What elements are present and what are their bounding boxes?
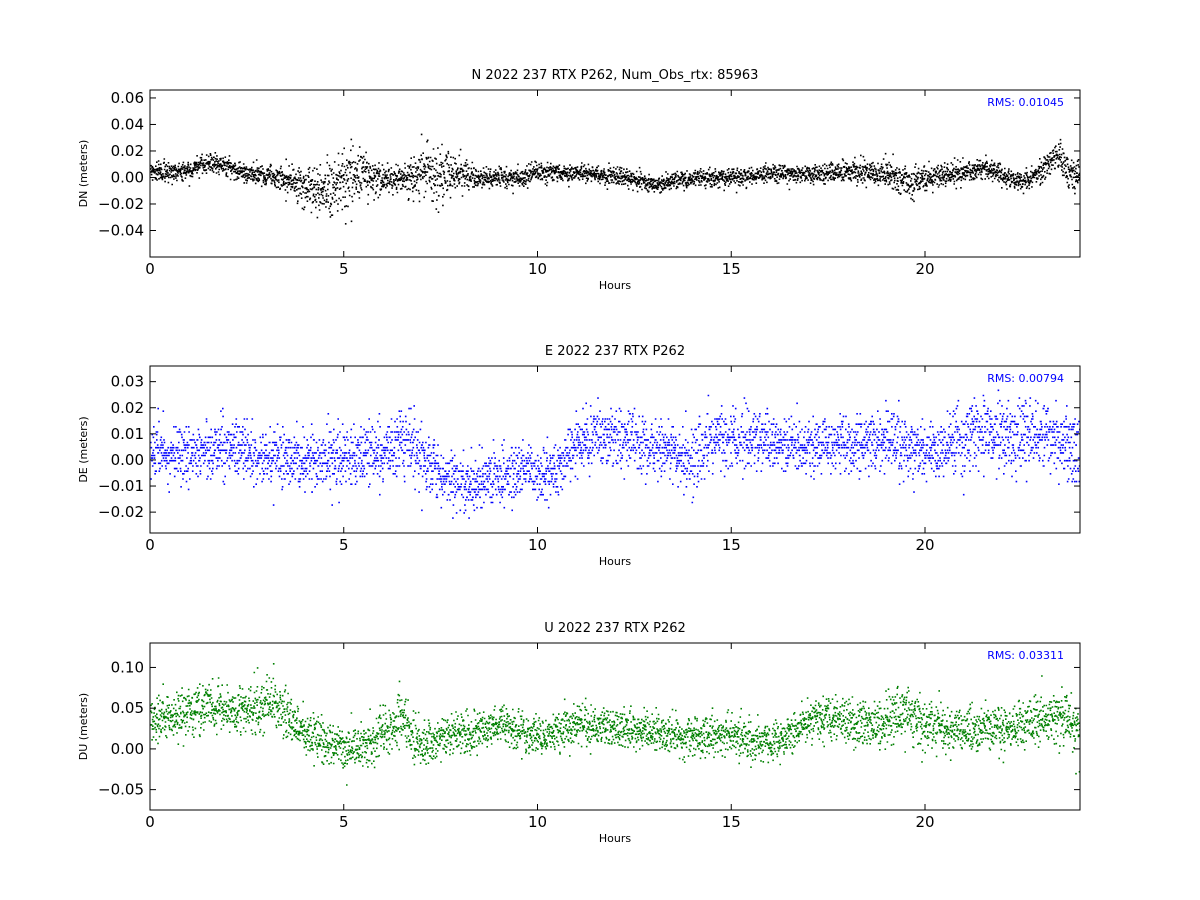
u-xtick-label-1: 5: [339, 813, 349, 831]
e-panel: E 2022 237 RTX P262 0 5 10 15 20 −0.02 −0.01 0.0…: [77, 344, 1081, 568]
n-xtick-label-3: 15: [722, 260, 741, 278]
u-xtick-label-3: 15: [722, 813, 741, 831]
e-x-axis-label: Hours: [599, 555, 631, 568]
e-ytick-label-2: 0.00: [111, 451, 144, 469]
e-ytick-label-5: 0.03: [111, 373, 144, 391]
n-x-axis-label: Hours: [599, 279, 631, 292]
u-ytick-label-1: 0.00: [111, 740, 144, 758]
n-series-cloud: [150, 133, 1080, 225]
n-ytick-label-0: −0.04: [98, 221, 144, 239]
u-chart-title: U 2022 237 RTX P262: [544, 621, 686, 636]
u-xtick-label-4: 20: [915, 813, 934, 831]
e-xtick-label-2: 10: [528, 536, 547, 554]
n-axes-frame: [149, 89, 1081, 258]
u-rms-annotation: RMS: 0.03311: [987, 649, 1064, 662]
e-xtick-label-3: 15: [722, 536, 741, 554]
e-xtick-label-0: 0: [145, 536, 155, 554]
n-xtick-label-0: 0: [145, 260, 155, 278]
n-xtick-label-4: 20: [915, 260, 934, 278]
e-xtick-label-4: 20: [915, 536, 934, 554]
n-ytick-label-3: 0.02: [111, 142, 144, 160]
n-xtick-label-2: 10: [528, 260, 547, 278]
e-ytick-label-4: 0.02: [111, 399, 144, 417]
n-series-points: [150, 133, 1080, 225]
n-ytick-label-5: 0.06: [111, 89, 144, 107]
e-rms-annotation: RMS: 0.00794: [987, 372, 1064, 385]
u-xtick-label-0: 0: [145, 813, 155, 831]
u-ytick-label-3: 0.10: [111, 658, 144, 676]
n-chart-title: N 2022 237 RTX P262, Num_Obs_rtx: 85963: [472, 68, 759, 83]
u-axes-frame: [149, 642, 1081, 811]
u-ytick-label-2: 0.05: [111, 699, 144, 717]
n-ytick-label-4: 0.04: [111, 115, 144, 133]
e-xtick-label-1: 5: [339, 536, 349, 554]
n-panel: N 2022 237 RTX P262, Num_Obs_rtx: 85963 0…: [77, 68, 1081, 292]
e-ytick-label-3: 0.01: [111, 425, 144, 443]
n-y-axis-label: DN (meters): [77, 140, 90, 208]
e-ytick-label-1: −0.01: [98, 477, 144, 495]
e-axes-frame: [149, 365, 1081, 534]
e-ytick-label-0: −0.02: [98, 503, 144, 521]
n-ytick-label-1: −0.02: [98, 195, 144, 213]
u-x-axis-label: Hours: [599, 832, 631, 845]
u-xtick-label-2: 10: [528, 813, 547, 831]
n-ytick-label-2: 0.00: [111, 168, 144, 186]
n-rms-annotation: RMS: 0.01045: [987, 96, 1064, 109]
e-y-axis-label: DE (meters): [77, 416, 90, 482]
panels: N 2022 237 RTX P262, Num_Obs_rtx: 85963 0…: [77, 68, 1081, 845]
u-panel: U 2022 237 RTX P262 0 5 10 15 20 −0.05 0.00 0.05…: [77, 621, 1081, 845]
e-chart-title: E 2022 237 RTX P262: [545, 344, 685, 359]
n-xtick-label-1: 5: [339, 260, 349, 278]
u-y-axis-label: DU (meters): [77, 693, 90, 760]
u-ytick-label-0: −0.05: [98, 781, 144, 799]
